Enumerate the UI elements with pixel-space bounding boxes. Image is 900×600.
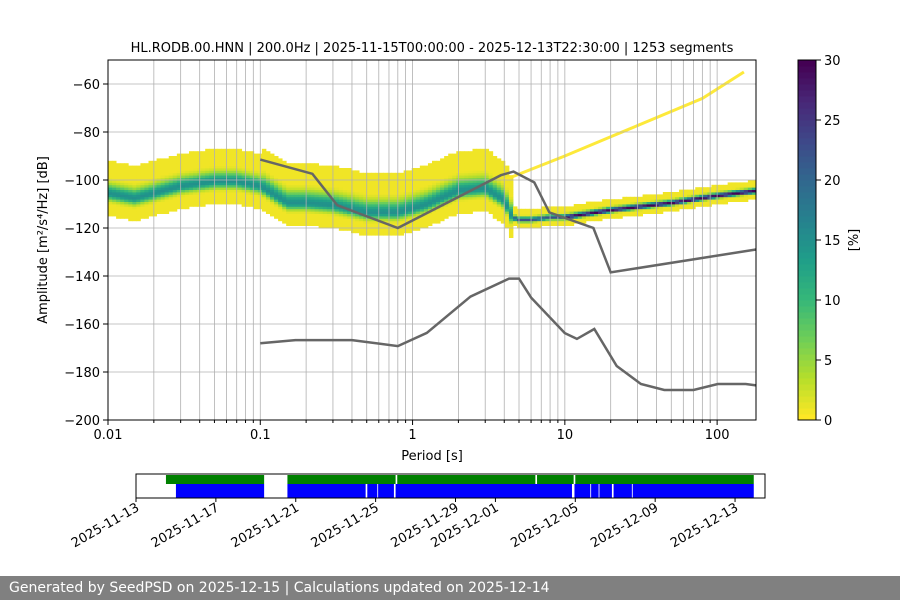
noise-model-nhnm	[259, 158, 757, 274]
colorbar-tick-label: 5	[824, 354, 832, 369]
colorbar: 0 5 10 15 20 25 30 [%]	[797, 54, 862, 429]
grid-lines	[107, 60, 756, 421]
timeline-tick-label: 2025-11-21	[229, 500, 302, 551]
available-data-span	[613, 484, 632, 498]
x-axis-label: Period [s]	[401, 449, 463, 464]
plot-frame	[107, 59, 757, 421]
used-psd-span	[287, 475, 396, 484]
available-data-span	[599, 484, 612, 498]
timeline-tick-label: 2025-11-13	[69, 500, 142, 551]
used-psd-span	[537, 475, 574, 484]
footer-bar: Generated by SeedPSD on 2025-12-15 | Cal…	[0, 576, 900, 600]
available-data-span	[378, 484, 394, 498]
used-psd-span	[165, 475, 265, 484]
x-tick-label: 10	[557, 428, 574, 443]
x-tick-label: 1	[408, 428, 416, 443]
available-data-span	[287, 484, 366, 498]
y-axis-label: Amplitude [m²/s⁴/Hz] [dB]	[36, 156, 51, 324]
x-tick-label: 0.1	[250, 428, 271, 443]
available-data-span	[632, 484, 754, 498]
y-tick-label: −180	[64, 366, 100, 381]
x-tick-label: 100	[705, 428, 730, 443]
y-tick-label: −160	[64, 318, 100, 333]
timeline-tick-label: 2025-11-17	[149, 500, 222, 551]
colorbar-tick-label: 25	[824, 114, 841, 129]
chart-title: HL.RODB.00.HNN | 200.0Hz | 2025-11-15T00…	[131, 41, 734, 56]
used-psd-span	[575, 475, 754, 484]
colorbar-label: [%]	[847, 229, 862, 252]
y-tick-label: −120	[64, 222, 100, 237]
colorbar-tick-label: 10	[824, 294, 841, 309]
colorbar-tick-label: 30	[824, 54, 841, 69]
available-data-span	[574, 484, 591, 498]
available-data-span	[591, 484, 599, 498]
x-tick-label: 0.01	[94, 428, 123, 443]
timeline-tick-label: 2025-12-05	[508, 500, 581, 551]
y-tick-label: −100	[64, 174, 100, 189]
availability-timeline: 2025-11-13 2025-11-17 2025-11-21 2025-11-25…	[69, 473, 766, 551]
y-tick-label: −200	[64, 414, 100, 429]
timeline-frame	[135, 473, 766, 499]
psd-figure: 0.01 0.1 1 10 100−200−180−160−140−120−100−80…	[36, 41, 862, 551]
y-tick-label: −140	[64, 270, 100, 285]
y-tick-label: −80	[73, 126, 100, 141]
available-data-span	[175, 484, 265, 498]
psd-density-heatmap	[108, 70, 757, 238]
colorbar-tick-label: 20	[824, 174, 841, 189]
timeline-tick-label: 2025-12-13	[668, 500, 741, 551]
timeline-tick-label: 2025-12-09	[588, 500, 661, 551]
available-data-span	[367, 484, 378, 498]
footer-text: Generated by SeedPSD on 2025-12-15 | Cal…	[9, 580, 550, 596]
y-tick-label: −60	[73, 78, 100, 93]
used-psd-span	[397, 475, 536, 484]
colorbar-tick-label: 15	[824, 234, 841, 249]
available-data-span	[395, 484, 572, 498]
colorbar-tick-label: 0	[824, 414, 832, 429]
spurious-mode-ridge	[503, 70, 745, 182]
timeline-tick-label: 2025-11-25	[309, 500, 382, 551]
noise-model-nlnm	[260, 277, 757, 392]
